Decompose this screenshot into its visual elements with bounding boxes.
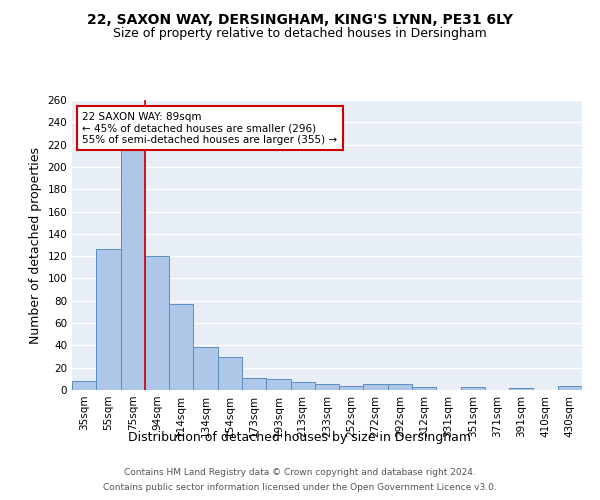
Bar <box>364 384 388 390</box>
Bar <box>242 378 266 390</box>
Bar <box>509 388 533 390</box>
Y-axis label: Number of detached properties: Number of detached properties <box>29 146 42 344</box>
Bar <box>412 386 436 390</box>
Text: Contains public sector information licensed under the Open Government Licence v3: Contains public sector information licen… <box>103 483 497 492</box>
Bar <box>96 250 121 390</box>
Bar <box>72 381 96 390</box>
Text: Size of property relative to detached houses in Dersingham: Size of property relative to detached ho… <box>113 28 487 40</box>
Bar <box>315 384 339 390</box>
Text: 22 SAXON WAY: 89sqm
← 45% of detached houses are smaller (296)
55% of semi-detac: 22 SAXON WAY: 89sqm ← 45% of detached ho… <box>82 112 337 145</box>
Text: Contains HM Land Registry data © Crown copyright and database right 2024.: Contains HM Land Registry data © Crown c… <box>124 468 476 477</box>
Bar <box>169 304 193 390</box>
Bar <box>461 386 485 390</box>
Text: 22, SAXON WAY, DERSINGHAM, KING'S LYNN, PE31 6LY: 22, SAXON WAY, DERSINGHAM, KING'S LYNN, … <box>87 12 513 26</box>
Bar <box>121 147 145 390</box>
Bar <box>558 386 582 390</box>
Bar <box>266 379 290 390</box>
Bar <box>388 384 412 390</box>
Bar <box>145 256 169 390</box>
Text: Distribution of detached houses by size in Dersingham: Distribution of detached houses by size … <box>128 431 472 444</box>
Bar <box>339 386 364 390</box>
Bar <box>290 382 315 390</box>
Bar <box>193 346 218 390</box>
Bar <box>218 356 242 390</box>
